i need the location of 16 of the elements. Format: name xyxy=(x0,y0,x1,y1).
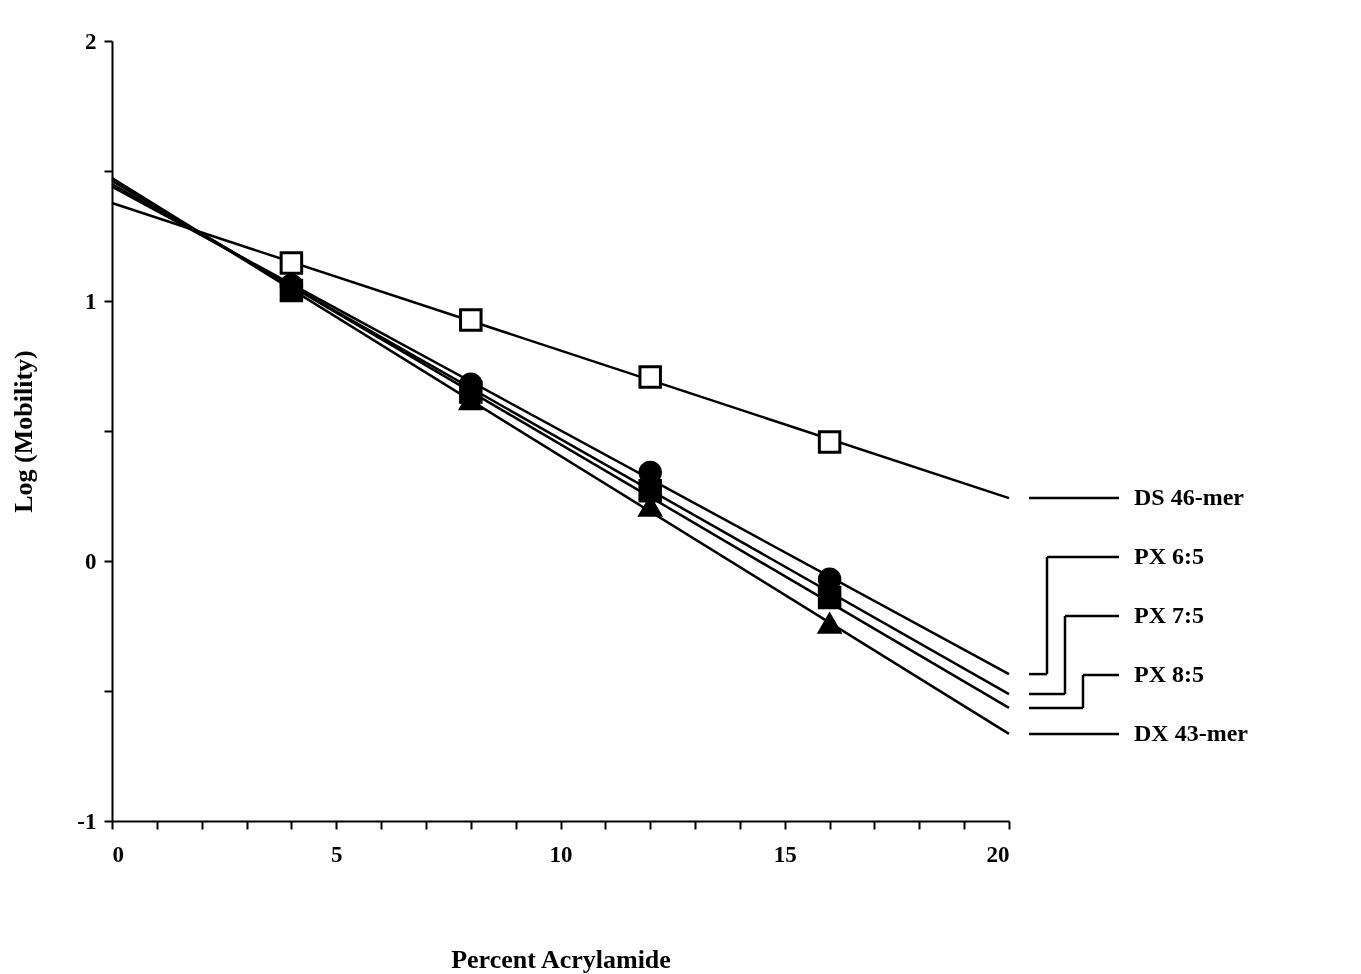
y-tick-label: -1 xyxy=(77,808,97,834)
x-tick-label: 0 xyxy=(112,841,124,867)
x-tick-label: 20 xyxy=(986,841,1010,867)
legend-label: DS 46-mer xyxy=(1134,484,1245,511)
legend-label: PX 8:5 xyxy=(1134,660,1204,687)
x-tick-label: 10 xyxy=(549,841,573,867)
x-axis-title: Percent Acrylamide xyxy=(451,944,671,974)
legend-label: PX 7:5 xyxy=(1134,601,1204,628)
y-tick-label: 0 xyxy=(85,548,97,574)
y-tick-label: 1 xyxy=(85,288,97,314)
x-tick-label: 5 xyxy=(331,841,343,867)
y-axis-title: Log (Mobility) xyxy=(9,350,39,513)
legend-label: DX 43-mer xyxy=(1134,719,1249,746)
legend-label: PX 6:5 xyxy=(1134,543,1204,570)
y-tick-label: 2 xyxy=(85,28,97,54)
x-tick-label: 15 xyxy=(773,841,797,867)
